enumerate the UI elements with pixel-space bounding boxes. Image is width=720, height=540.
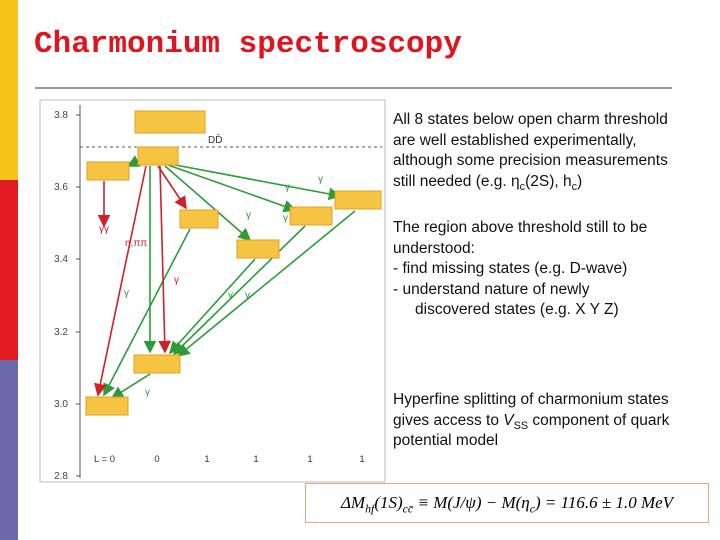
state-box: [133, 354, 181, 374]
text-run: understood:: [393, 239, 475, 257]
l-label: 1: [307, 454, 312, 465]
paragraph: The region above threshold still to be un…: [393, 218, 718, 321]
transition-label: γ: [145, 387, 150, 398]
side-bar: [0, 0, 18, 180]
transitions-hadronic: [94, 165, 187, 397]
state-box: [236, 239, 280, 259]
tick-label: 3.2: [54, 327, 68, 338]
text-line: still needed (e.g. ηc(2S), hc): [393, 172, 718, 193]
text-run: gives access to: [393, 411, 504, 429]
text-run: ) = 116.6 ± 1.0 MeV: [535, 493, 674, 512]
tick-label: 3.4: [54, 254, 68, 265]
transition-label: γ: [245, 290, 250, 301]
text-line: although some precision measurements: [393, 151, 718, 172]
formula: ΔMhf(1S)cc̄ ≡ M(J/ψ) − M(ηc) = 116.6 ± 1…: [305, 483, 709, 523]
l-label: 1: [204, 454, 209, 465]
transition-label: γ: [174, 275, 179, 286]
paragraph: All 8 states below open charm threshold a…: [393, 110, 718, 192]
transition-label: γ: [318, 174, 323, 185]
text-line: Hyperfine splitting of charmonium states: [393, 390, 718, 411]
text-line: are well established experimentally,: [393, 131, 718, 152]
text-run: (1S): [374, 493, 403, 512]
text-run: c: [529, 501, 536, 516]
l-label: 0: [154, 454, 159, 465]
side-bar: [0, 180, 18, 360]
transition-label: γ: [283, 213, 288, 224]
transition-label: γ: [124, 288, 129, 299]
text-run: - find missing states (e.g. D-wave): [393, 260, 628, 277]
text-run: ≡ M(J/ψ) − M(η: [413, 493, 530, 512]
transition-label: η,ππ: [125, 238, 147, 249]
state-box: [334, 190, 382, 210]
text-run: are well established experimentally,: [393, 131, 637, 149]
text-run: ): [577, 172, 583, 190]
text-run: c: [571, 180, 578, 193]
state-box: [86, 161, 130, 181]
text-line: - understand nature of newly: [393, 280, 718, 301]
text-run: discovered states (e.g. X Y Z): [415, 301, 619, 318]
transition-label: γγ: [99, 224, 109, 235]
transitions-e1: [103, 155, 356, 399]
tick-label: 3.0: [54, 399, 68, 410]
threshold-state: DD̄: [208, 133, 222, 146]
text-run: The region above threshold still to be: [393, 219, 648, 236]
transition-label: γ: [246, 210, 251, 221]
text-run: - understand nature of newly: [393, 280, 590, 298]
tick-label: 2.8: [54, 471, 68, 482]
side-bar: [0, 360, 18, 540]
text-line: gives access to VSS component of quark: [393, 411, 718, 432]
l-label: 1: [253, 454, 258, 465]
text-line: discovered states (e.g. X Y Z): [393, 300, 718, 321]
state-box: [289, 206, 333, 226]
text-run: ΔM: [340, 493, 366, 512]
text-line: potential model: [393, 431, 718, 452]
figure-frame: [39, 99, 386, 483]
tick-label: 3.6: [54, 182, 68, 193]
text-run: V: [503, 411, 514, 429]
text-run: Hyperfine splitting of charmonium states: [393, 391, 669, 408]
text-run: although some precision measurements: [393, 152, 668, 169]
transition-label: γ: [285, 182, 290, 193]
tick-label: 3.8: [54, 110, 68, 121]
text-run: All 8 states below open charm threshold: [393, 111, 668, 128]
transition-label: γ: [228, 290, 233, 301]
text-run: c: [519, 180, 526, 193]
state-box: [137, 146, 179, 166]
state-box: [134, 110, 206, 134]
l-label: L = 0: [94, 454, 115, 465]
state-box: [85, 396, 129, 416]
text-line: The region above threshold still to be: [393, 218, 718, 239]
state-box: [179, 209, 219, 229]
l-label: 1: [359, 454, 364, 465]
text-run: potential model: [393, 432, 499, 449]
paragraph: Hyperfine splitting of charmonium states…: [393, 390, 718, 452]
text-run: SS: [513, 419, 529, 432]
text-run: component of quark: [528, 411, 670, 429]
text-run: cc̄: [402, 501, 414, 516]
text-run: (2S), h: [525, 172, 572, 190]
text-line: All 8 states below open charm threshold: [393, 110, 718, 131]
text-line: - find missing states (e.g. D-wave): [393, 259, 718, 280]
text-line: understood:: [393, 239, 718, 260]
text-run: hf: [365, 501, 375, 516]
text-run: still needed (e.g. η: [393, 172, 520, 190]
slide-title: Charmonium spectroscopy: [34, 27, 462, 62]
